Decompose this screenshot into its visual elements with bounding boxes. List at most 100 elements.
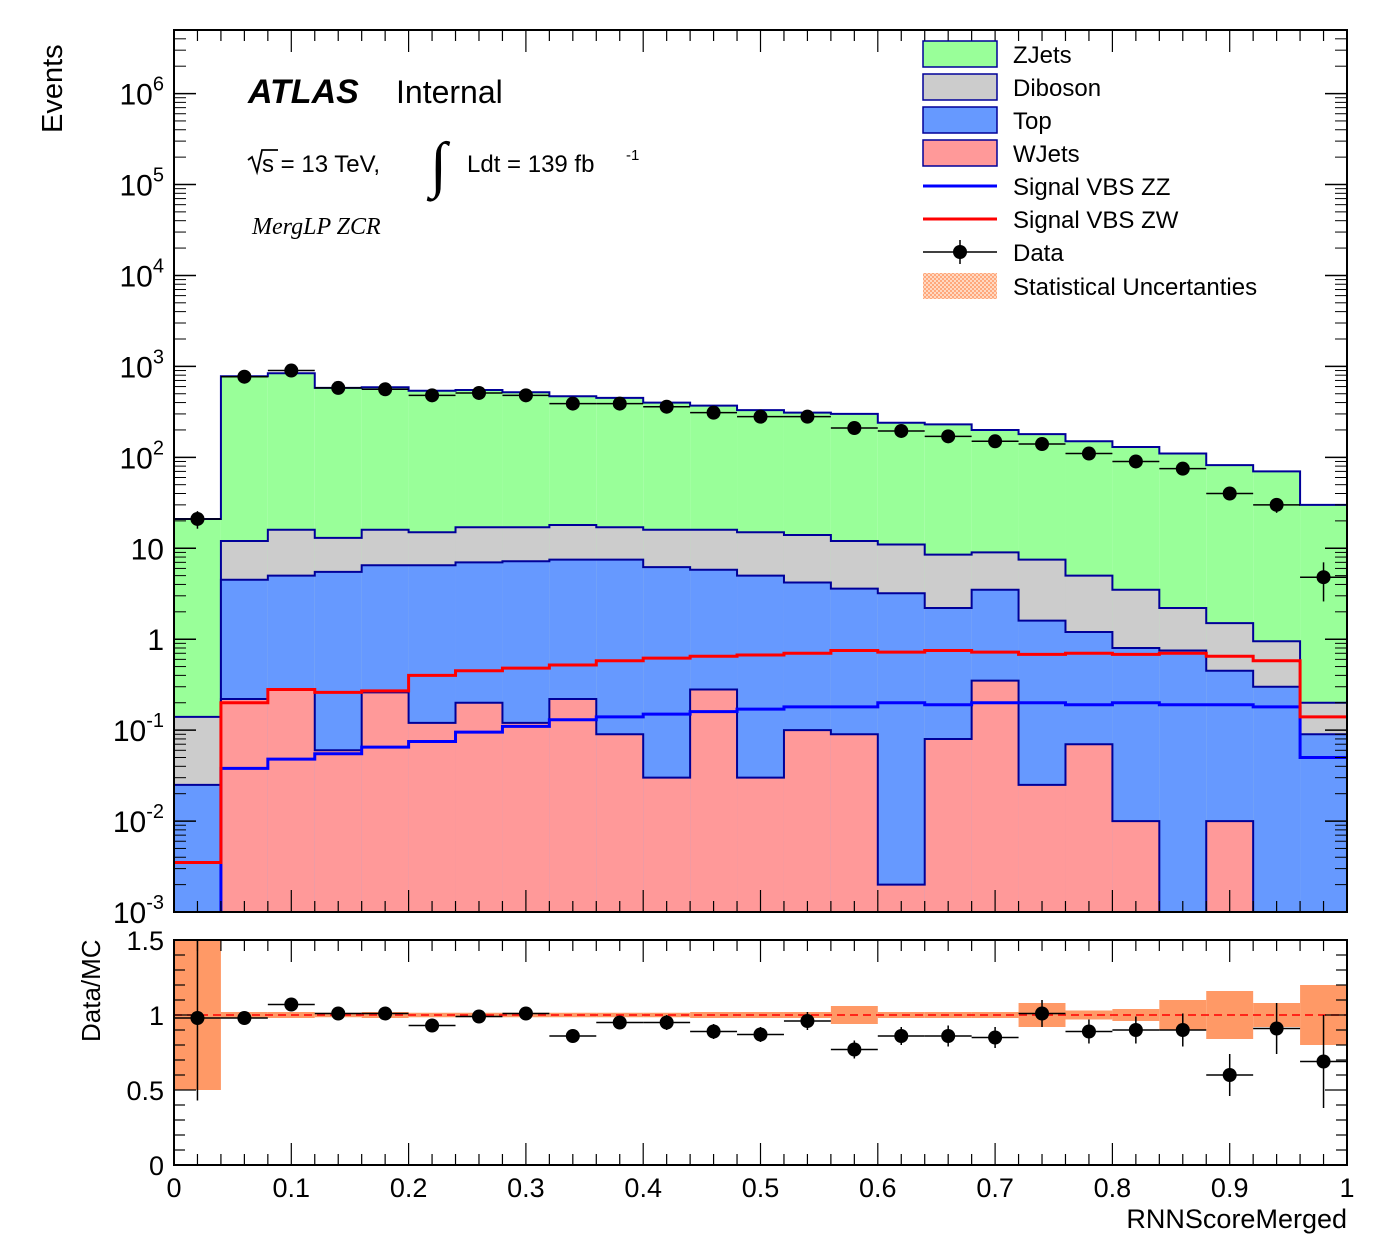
legend-entry-top: Top xyxy=(922,106,1052,135)
y-tick-label: 10-2 xyxy=(113,801,164,839)
bar-wjets xyxy=(361,692,409,912)
integral-symbol: ∫ xyxy=(426,131,451,202)
bar-wjets xyxy=(408,722,456,912)
ratio-y-tick-label: 1 xyxy=(149,1001,164,1031)
ratio-marker xyxy=(988,1030,1003,1045)
data-marker xyxy=(894,423,909,438)
main-data-points xyxy=(174,363,1347,602)
ratio-marker xyxy=(800,1014,815,1028)
svg-text:Signal VBS ZW: Signal VBS ZW xyxy=(1013,207,1179,234)
y-axis-title-ratio: Data/MC xyxy=(76,939,106,1042)
bar-wjets xyxy=(830,734,878,912)
ratio-marker xyxy=(471,1009,486,1024)
data-point xyxy=(455,385,503,400)
legend-entry-zjets: ZJets xyxy=(922,40,1072,69)
ratio-marker xyxy=(1128,1023,1143,1037)
ratio-marker xyxy=(659,1015,674,1030)
ratio-data-points xyxy=(174,940,1347,1108)
legend-entry-diboson: Diboson xyxy=(922,73,1101,102)
data-marker xyxy=(1081,446,1096,461)
data-marker xyxy=(847,421,862,436)
bar-wjets xyxy=(596,734,644,912)
energy-label: s = 13 TeV, xyxy=(262,151,380,178)
ratio-x-tick-label: 0.4 xyxy=(624,1173,662,1203)
svg-text:Signal VBS ZZ: Signal VBS ZZ xyxy=(1013,174,1170,201)
ratio-x-tick-label: 0.6 xyxy=(859,1173,897,1203)
svg-text:Top: Top xyxy=(1013,108,1052,135)
legend-entry-data: Data xyxy=(923,240,1064,267)
bar-wjets xyxy=(549,698,597,912)
data-point xyxy=(643,399,691,414)
bar-wjets xyxy=(690,689,738,912)
data-point xyxy=(737,409,784,424)
data-point xyxy=(971,434,1019,449)
y-tick-label: 104 xyxy=(120,255,165,293)
data-point xyxy=(690,405,738,420)
y-axis-title-events: Events xyxy=(37,44,69,133)
bar-top xyxy=(877,593,925,912)
ratio-point xyxy=(549,1029,597,1043)
ratio-marker xyxy=(331,1006,346,1021)
bar-wjets xyxy=(783,730,831,912)
ratio-point xyxy=(1112,1016,1160,1044)
bar-top xyxy=(1300,734,1347,912)
ratio-point xyxy=(1253,1003,1301,1054)
data-marker xyxy=(659,399,674,414)
legend-entry-signal-vbs-zw: Signal VBS ZW xyxy=(923,207,1179,234)
ratio-point xyxy=(1206,1054,1254,1096)
bar-wjets xyxy=(455,702,503,912)
ratio-band-bin xyxy=(877,1012,925,1018)
ratio-plot-frame xyxy=(173,939,1348,1166)
ratio-marker xyxy=(1175,1023,1190,1037)
data-marker xyxy=(800,409,815,424)
ratio-x-tick-label: 0.8 xyxy=(1094,1173,1132,1203)
sqrt-symbol xyxy=(247,149,278,176)
ratio-x-tick-label: 0.7 xyxy=(976,1173,1014,1203)
ratio-point xyxy=(1018,1000,1066,1027)
ratio-point xyxy=(830,1040,878,1059)
svg-text:WJets: WJets xyxy=(1013,141,1080,168)
ratio-band-bin xyxy=(1112,1009,1160,1021)
line-signal-vbs-zw xyxy=(174,649,1347,865)
svg-text:Diboson: Diboson xyxy=(1013,75,1101,102)
ratio-point xyxy=(1065,1019,1113,1044)
data-marker xyxy=(1316,570,1331,585)
legend-entry-signal-vbs-zz: Signal VBS ZZ xyxy=(923,174,1170,201)
internal-label: Internal xyxy=(396,74,503,110)
ratio-band-bin xyxy=(408,1012,456,1018)
main-signal-lines xyxy=(174,649,1347,912)
data-point xyxy=(361,382,409,397)
data-point xyxy=(408,388,456,403)
ratio-marker xyxy=(190,1011,205,1025)
lumi-exponent: -1 xyxy=(626,147,639,164)
data-marker xyxy=(1035,437,1050,452)
bar-wjets xyxy=(1065,744,1113,912)
bar-wjets xyxy=(267,689,315,912)
data-point xyxy=(924,429,972,444)
data-point xyxy=(267,363,315,378)
ratio-point xyxy=(267,997,315,1012)
ratio-marker xyxy=(378,1006,393,1021)
data-marker xyxy=(988,434,1003,449)
main-stacked-histogram xyxy=(174,372,1347,912)
bar-top xyxy=(174,784,221,912)
data-point xyxy=(830,421,878,436)
bar-wjets xyxy=(924,738,972,912)
bar-wjets xyxy=(314,750,362,912)
ratio-point xyxy=(361,1006,409,1021)
ratio-point xyxy=(924,1025,972,1047)
y-tick-label: 10 xyxy=(131,533,164,566)
data-marker xyxy=(941,429,956,444)
data-marker xyxy=(190,511,205,526)
ratio-marker xyxy=(1222,1068,1237,1082)
ratio-point xyxy=(455,1009,503,1024)
data-marker xyxy=(706,405,721,420)
svg-text:Statistical Uncertanties: Statistical Uncertanties xyxy=(1013,274,1257,301)
ratio-point xyxy=(1159,1013,1207,1047)
data-point xyxy=(1065,446,1113,461)
data-marker xyxy=(1128,454,1143,469)
data-marker xyxy=(378,382,393,397)
ratio-axes: 0 0.5 1 1.5 0 0.1 0.2 0.3 0.4 0.5 0.6 0.7 0.8 0.9 1 xyxy=(126,926,1354,1203)
y-tick-label: 105 xyxy=(120,165,165,203)
